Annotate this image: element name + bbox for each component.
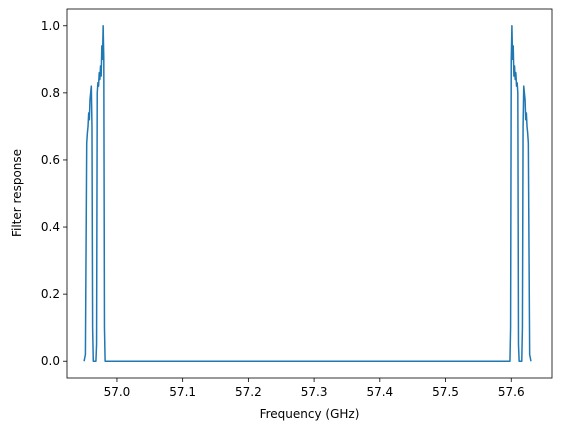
x-tick-label: 57.2: [235, 385, 262, 399]
x-tick-label: 57.5: [432, 385, 459, 399]
x-axis-label: Frequency (GHz): [260, 407, 360, 421]
y-tick-label: 0.6: [41, 153, 60, 167]
axes-frame: [66, 8, 553, 379]
x-tick-label: 57.1: [169, 385, 196, 399]
y-tick-label: 0.8: [41, 86, 60, 100]
x-tick-label: 57.3: [301, 385, 328, 399]
y-tick-label: 0.2: [41, 287, 60, 301]
y-tick-label: 1.0: [41, 19, 60, 33]
y-tick-label: 0.0: [41, 354, 60, 368]
x-tick-label: 57.6: [498, 385, 525, 399]
x-tick-label: 57.0: [104, 385, 131, 399]
y-tick-label: 0.4: [41, 220, 60, 234]
y-axis-label: Filter response: [10, 149, 24, 237]
x-tick-label: 57.4: [366, 385, 393, 399]
data-line: [83, 25, 532, 362]
